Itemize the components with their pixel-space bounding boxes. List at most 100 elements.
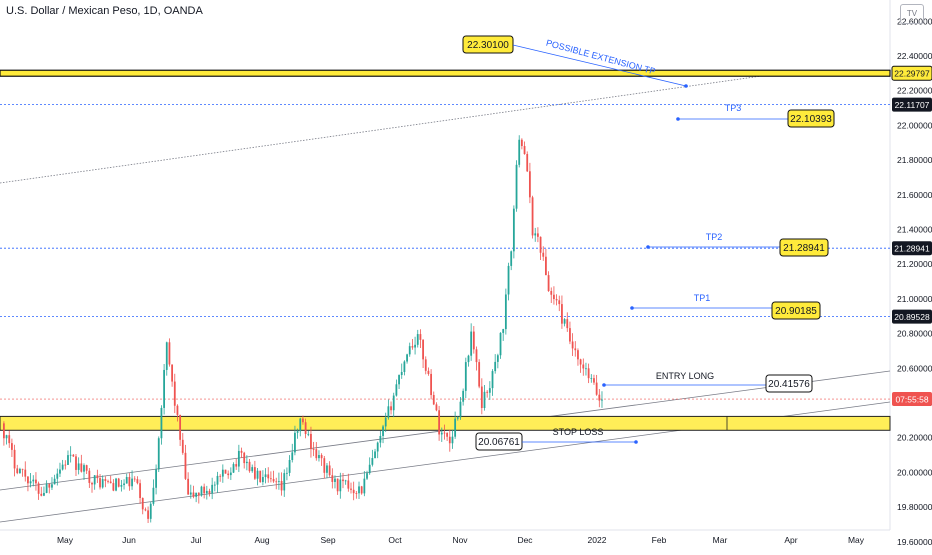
candle-body <box>205 490 208 494</box>
entry-long-label: ENTRY LONG <box>656 371 714 381</box>
x-tick-labels: May Jun Jul Aug Sep Oct Nov Dec 2022 Feb Mar Apr May <box>57 535 865 545</box>
candle-body <box>368 464 371 474</box>
candle-body <box>136 479 139 484</box>
x-tick-label: Jul <box>191 535 202 545</box>
candle-body <box>595 382 598 395</box>
candle <box>448 429 451 452</box>
candle <box>229 467 232 481</box>
candle <box>376 441 379 459</box>
tp2-price-box[interactable]: 21.28941 <box>779 238 829 257</box>
candle-body <box>221 469 224 477</box>
possible-extension-price-box[interactable]: 22.30100 <box>462 35 514 54</box>
candle <box>253 460 256 481</box>
candle <box>109 475 112 484</box>
chart-title: U.S. Dollar / Mexican Peso, 1D, OANDA <box>6 5 203 17</box>
candle <box>518 135 521 168</box>
candle <box>208 488 211 497</box>
stop-loss-price-box[interactable]: 20.06761 <box>475 432 523 451</box>
candle <box>211 477 214 500</box>
candle-body <box>149 503 152 519</box>
entry-price-box[interactable]: 20.41576 <box>765 374 813 393</box>
candle-body <box>232 464 235 473</box>
x-tick-label: Dec <box>517 535 533 545</box>
candle <box>203 483 206 499</box>
candle <box>528 162 531 204</box>
candle <box>131 470 133 490</box>
candle <box>579 358 582 373</box>
candle-body <box>483 391 486 409</box>
candle-body <box>120 485 123 487</box>
candle-body <box>48 483 51 488</box>
candle <box>545 248 547 276</box>
candle <box>494 354 497 374</box>
tp1-price-box[interactable]: 20.90185 <box>771 301 821 320</box>
candle <box>286 467 288 481</box>
candle-body <box>155 469 157 488</box>
candle-body <box>213 484 216 486</box>
x-tick-label: 2022 <box>588 535 607 545</box>
candle <box>128 473 131 491</box>
candle <box>64 460 67 470</box>
candle-body <box>27 476 29 484</box>
candle-body <box>566 319 569 329</box>
y-tick-label: 20.20000 <box>897 433 932 443</box>
candle-body <box>464 362 467 391</box>
candle-body <box>35 479 37 484</box>
candle <box>104 476 107 488</box>
candle <box>16 464 19 475</box>
candle-body <box>5 435 8 439</box>
x-tick-label: Mar <box>713 535 728 545</box>
candle <box>43 486 45 497</box>
candle <box>29 472 32 488</box>
candle-body <box>569 328 571 342</box>
candle <box>504 288 507 335</box>
candle <box>553 286 555 305</box>
candle <box>136 476 139 485</box>
candle <box>11 438 13 458</box>
stop-loss-box-label: 20.06761 <box>478 437 520 448</box>
candle-body <box>585 368 587 370</box>
candle-body <box>197 492 200 496</box>
candle <box>585 362 587 376</box>
candle <box>27 476 29 492</box>
candle-body <box>261 477 264 483</box>
candle-body <box>224 469 227 474</box>
candle <box>21 468 24 477</box>
candle <box>539 236 542 260</box>
candle-body <box>360 486 363 494</box>
candle <box>358 481 360 499</box>
candle-body <box>147 510 149 519</box>
candle <box>32 475 35 487</box>
candle <box>507 262 510 301</box>
candle-body <box>387 406 390 418</box>
candle <box>363 471 366 497</box>
candle <box>374 448 376 459</box>
candle-body <box>307 433 310 435</box>
candle <box>427 367 430 376</box>
y-tick-label: 21.60000 <box>897 190 932 200</box>
candle-body <box>56 473 59 479</box>
candle <box>243 451 246 469</box>
tp3-price-box[interactable]: 22.10393 <box>787 109 835 128</box>
candle <box>179 414 182 447</box>
candle <box>165 341 168 376</box>
candle-body <box>21 468 24 470</box>
candle <box>352 481 355 501</box>
candle <box>443 424 446 440</box>
candle <box>347 473 350 492</box>
support-zone <box>0 415 891 431</box>
candle-body <box>574 348 577 351</box>
candle <box>147 506 149 524</box>
candle-body <box>253 467 256 479</box>
candle-body <box>211 484 214 494</box>
candle-body <box>176 405 179 415</box>
candle <box>483 385 486 411</box>
candle-body <box>40 493 43 496</box>
candle-body <box>280 480 283 491</box>
candle <box>432 391 435 406</box>
candle <box>400 363 403 379</box>
candle <box>291 443 294 463</box>
candle-body <box>200 486 203 496</box>
candle <box>598 388 601 408</box>
